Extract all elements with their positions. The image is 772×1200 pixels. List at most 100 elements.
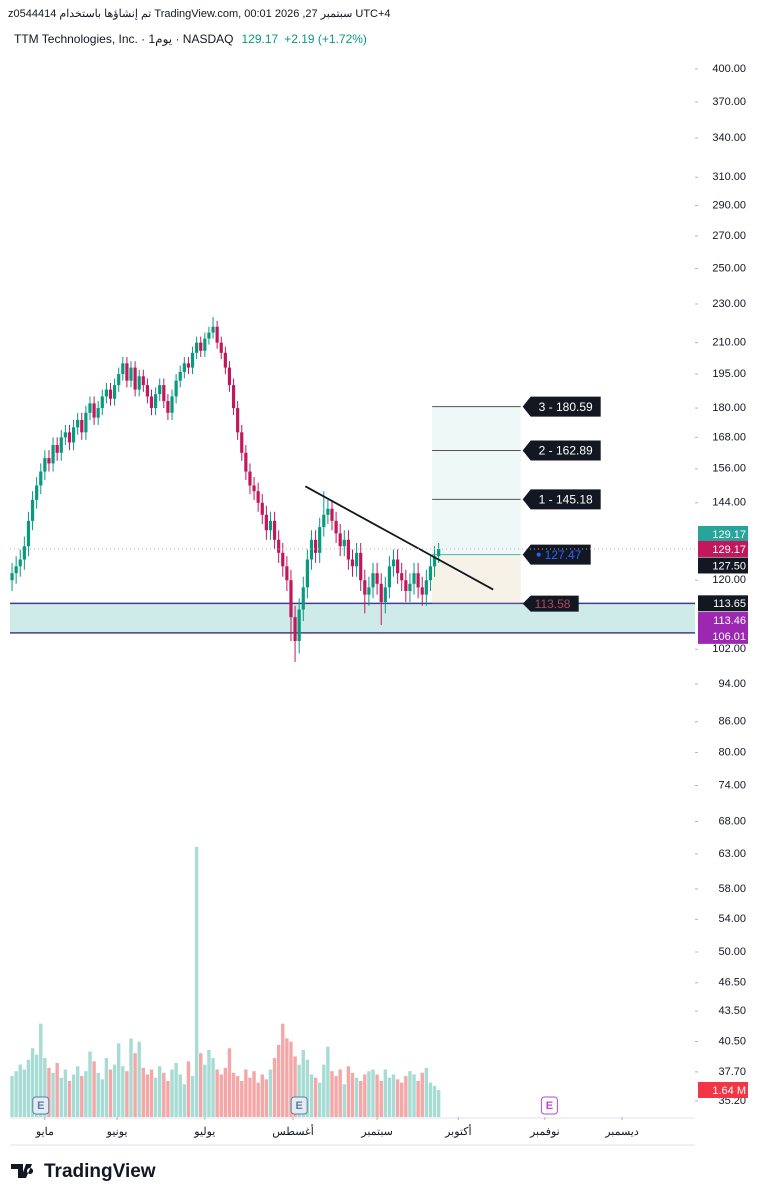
candle-body [67, 432, 72, 443]
volume-bar [55, 1062, 59, 1117]
volume-bar [375, 1074, 379, 1117]
candle-body [334, 520, 338, 534]
candle-body [281, 552, 285, 567]
candle-body [371, 573, 375, 588]
earnings-icon [32, 1096, 50, 1115]
candle-body [277, 539, 281, 553]
price-label-box [698, 525, 748, 542]
volume-bar [391, 1074, 396, 1117]
candle-body [14, 566, 18, 574]
candle-body [252, 485, 256, 492]
y-tick-label: 168.00 [712, 431, 746, 443]
volume-bar [404, 1076, 408, 1117]
candle-body [125, 363, 129, 381]
volume-bar [158, 1066, 162, 1117]
y-tick-label: 102.00 [712, 643, 746, 655]
candle-body [211, 326, 215, 333]
y-tick-label: 144.00 [712, 497, 746, 509]
earnings-icon [540, 1096, 558, 1115]
volume-bar [420, 1072, 424, 1117]
candle-body [330, 508, 334, 521]
candle-body [26, 520, 31, 547]
candle-body [260, 502, 264, 515]
y-tick-label: 80.00 [718, 746, 746, 758]
y-tick-label: 68.00 [718, 815, 746, 827]
x-tick-label: أغسطس [272, 1124, 314, 1138]
candle-body [195, 342, 199, 353]
candle-body [248, 471, 252, 486]
target-label-box [522, 440, 601, 461]
y-tick-label: 180.00 [712, 402, 746, 414]
candle-body [424, 580, 428, 595]
entry-label-box [522, 544, 591, 565]
volume-bar [116, 1043, 121, 1117]
volume-bar [22, 1069, 27, 1117]
candle-body [117, 374, 121, 386]
stop-label: 113.58 [535, 597, 571, 611]
candle-body [379, 583, 383, 603]
candle-body [178, 371, 182, 381]
y-tick-label: 230.00 [712, 298, 746, 310]
brand: TradingView [44, 1161, 156, 1182]
y-tick-label: 250.00 [712, 262, 746, 274]
volume-label-box [698, 1082, 748, 1098]
candle-body [51, 445, 55, 464]
candle-body [432, 556, 437, 567]
volume-bar [104, 1058, 109, 1117]
candle-body [39, 471, 43, 486]
candle-body [318, 527, 322, 553]
candle-body [313, 539, 318, 553]
price-label: 106.01 [712, 631, 746, 643]
y-tick-label: 370.00 [712, 96, 746, 108]
candle-body [92, 403, 96, 418]
candle-body [166, 401, 170, 413]
price-label: 129.17 [712, 529, 746, 541]
y-tick-label: 54.00 [718, 913, 746, 925]
candle-body [76, 420, 80, 428]
volume-bar [145, 1074, 150, 1117]
volume-bar [400, 1082, 404, 1117]
volume-bar [264, 1079, 269, 1117]
candle-body [190, 352, 195, 368]
y-tick-label: 310.00 [712, 171, 746, 183]
candle-body [244, 452, 248, 472]
price-label: 113.46 [713, 615, 746, 627]
last-price: 129.17 [241, 32, 278, 46]
volume-bar [80, 1076, 84, 1117]
candle-body [59, 437, 63, 453]
volume-bar [178, 1074, 182, 1117]
volume-bar [412, 1074, 416, 1117]
volume-bar [297, 1064, 301, 1117]
candle-body [227, 367, 232, 386]
volume-bar [350, 1072, 355, 1117]
volume-bar [346, 1066, 351, 1117]
candle-body [367, 587, 371, 595]
volume-bar [203, 1064, 207, 1117]
candle-body [272, 520, 277, 540]
x-tick-label: مايو [35, 1126, 54, 1138]
volume-bar [190, 1076, 195, 1117]
candle-body [219, 342, 223, 353]
price-label-box [698, 540, 748, 557]
candle-body [133, 367, 137, 390]
volume-bar [30, 1048, 35, 1117]
candle-body [268, 520, 273, 531]
candle-body [256, 491, 260, 503]
y-tick-label: 74.00 [718, 779, 746, 791]
stop-label-box [522, 595, 579, 612]
candle-body [182, 363, 186, 372]
candle-body [338, 533, 342, 547]
volume-bar [424, 1067, 429, 1117]
candle-body [96, 408, 100, 418]
volume-bar [211, 1058, 215, 1117]
x-tick-label: أكتوبر [444, 1124, 471, 1138]
y-tick-label: 195.00 [712, 368, 746, 380]
volume-bar [322, 1064, 326, 1117]
candle-body [80, 420, 84, 433]
volume-bar [47, 1067, 51, 1117]
candle-body [391, 559, 396, 567]
candle-body [408, 583, 412, 591]
change: +2.19 (+1.72%) [284, 32, 367, 46]
volume-bar [260, 1074, 264, 1117]
volume-bar [67, 1080, 72, 1117]
